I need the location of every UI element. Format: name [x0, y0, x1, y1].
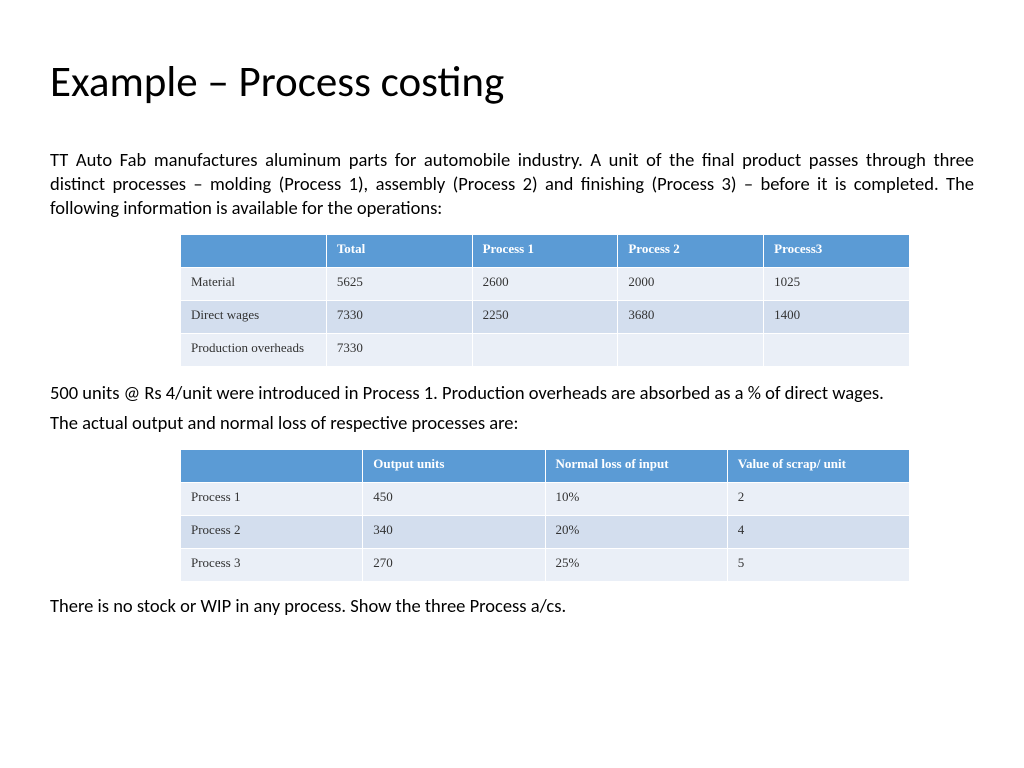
- col-blank: [181, 450, 363, 483]
- table-row: Production overheads 7330: [181, 334, 910, 367]
- page-title: Example – Process costing: [50, 55, 974, 108]
- cell: 2600: [472, 268, 618, 301]
- intro-paragraph: TT Auto Fab manufactures aluminum parts …: [50, 148, 974, 220]
- cell: 5625: [326, 268, 472, 301]
- cell: 270: [363, 549, 545, 582]
- cell: 25%: [545, 549, 727, 582]
- col-p1: Process 1: [472, 235, 618, 268]
- cell: [618, 334, 764, 367]
- cell: 5: [727, 549, 909, 582]
- cell: Direct wages: [181, 301, 327, 334]
- cell: [764, 334, 910, 367]
- cell: 2000: [618, 268, 764, 301]
- cell: 1400: [764, 301, 910, 334]
- table-row: Direct wages 7330 2250 3680 1400: [181, 301, 910, 334]
- table-row: Process 2 340 20% 4: [181, 516, 910, 549]
- table-row: Process 3 270 25% 5: [181, 549, 910, 582]
- closing-paragraph: There is no stock or WIP in any process.…: [50, 594, 974, 618]
- col-blank: [181, 235, 327, 268]
- cell: 450: [363, 483, 545, 516]
- cell: 10%: [545, 483, 727, 516]
- cell: 3680: [618, 301, 764, 334]
- cell: 2250: [472, 301, 618, 334]
- col-p2: Process 2: [618, 235, 764, 268]
- col-output: Output units: [363, 450, 545, 483]
- costs-table: Total Process 1 Process 2 Process3 Mater…: [180, 234, 910, 367]
- cell: 340: [363, 516, 545, 549]
- table-row: Material 5625 2600 2000 1025: [181, 268, 910, 301]
- output-table: Output units Normal loss of input Value …: [180, 449, 910, 582]
- table-header-row: Total Process 1 Process 2 Process3: [181, 235, 910, 268]
- cell: [472, 334, 618, 367]
- cell: 4: [727, 516, 909, 549]
- cell: 20%: [545, 516, 727, 549]
- col-p3: Process3: [764, 235, 910, 268]
- table-header-row: Output units Normal loss of input Value …: [181, 450, 910, 483]
- cell: Material: [181, 268, 327, 301]
- col-normal-loss: Normal loss of input: [545, 450, 727, 483]
- col-total: Total: [326, 235, 472, 268]
- cell: Process 2: [181, 516, 363, 549]
- cell: 1025: [764, 268, 910, 301]
- table-row: Process 1 450 10% 2: [181, 483, 910, 516]
- cell: 7330: [326, 334, 472, 367]
- cell: Process 1: [181, 483, 363, 516]
- cell: Process 3: [181, 549, 363, 582]
- paragraph-units: 500 units @ Rs 4/unit were introduced in…: [50, 381, 974, 405]
- col-scrap-value: Value of scrap/ unit: [727, 450, 909, 483]
- cell: 2: [727, 483, 909, 516]
- cell: 7330: [326, 301, 472, 334]
- paragraph-output-intro: The actual output and normal loss of res…: [50, 411, 974, 435]
- cell: Production overheads: [181, 334, 327, 367]
